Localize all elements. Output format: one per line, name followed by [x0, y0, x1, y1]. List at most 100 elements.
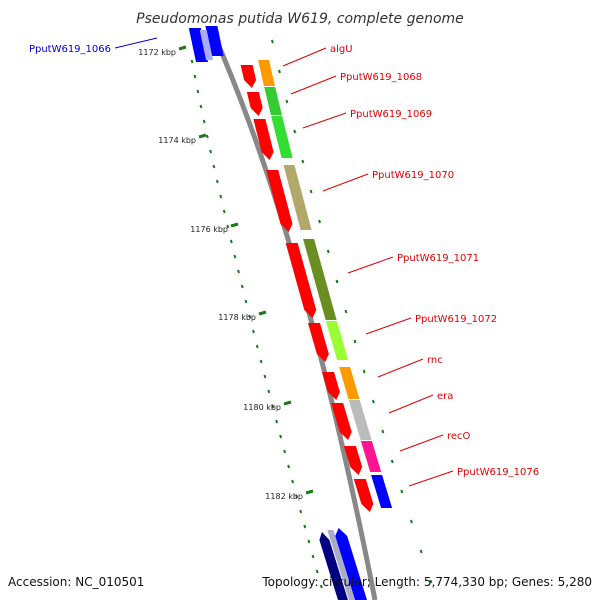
tick-dot	[279, 434, 283, 439]
cog-track-box	[303, 239, 337, 320]
tick-dot	[271, 404, 275, 409]
tick-label: 1178 kbp	[218, 313, 256, 322]
cds-forward-arrow	[253, 119, 274, 160]
cog-track-box	[264, 87, 282, 115]
major-tick-mark	[283, 400, 292, 406]
tick-dot	[293, 129, 297, 134]
cds-forward-arrow	[307, 323, 329, 362]
tick-dot	[285, 99, 289, 104]
cds-reverse-arrow	[335, 528, 367, 600]
tick-dot	[277, 69, 281, 74]
tick-dot	[267, 389, 271, 394]
tick-dot	[429, 579, 433, 584]
tick-label: 1176 kbp	[190, 225, 228, 234]
tick-dot	[307, 539, 311, 544]
tick-dot	[196, 89, 200, 94]
cds-forward-arrow	[322, 372, 340, 400]
tick-dot	[209, 149, 213, 154]
major-tick-mark	[178, 45, 187, 51]
gene-leader-line	[290, 75, 337, 95]
tick-dot	[335, 279, 339, 284]
cog-track-box	[283, 165, 312, 230]
gene-leader-line	[347, 256, 394, 274]
tick-dot	[291, 479, 295, 484]
cds-reverse-shadow	[199, 30, 214, 60]
gene-leader-line	[282, 47, 327, 67]
tick-dot	[287, 464, 291, 469]
gene-label: PputW619_1068	[340, 72, 422, 83]
tick-dot	[283, 449, 287, 454]
cds-forward-arrow	[246, 92, 263, 116]
tick-dot	[301, 159, 305, 164]
cds-reverse-arrow	[319, 532, 348, 600]
tick-dot	[199, 104, 203, 109]
tick-label: 1172 kbp	[138, 48, 176, 57]
gene-leader-line	[408, 470, 454, 487]
major-tick-mark	[305, 489, 314, 495]
tick-dot	[400, 489, 404, 494]
gene-label: PputW619_1066	[29, 44, 111, 55]
feature-layer	[188, 26, 393, 600]
tick-dot	[215, 179, 219, 184]
tick-dot	[193, 74, 197, 79]
tick-dot	[255, 344, 259, 349]
gene-leader-line	[365, 317, 412, 335]
tick-dot	[344, 309, 348, 314]
tick-dot	[409, 519, 413, 524]
gene-leader-line	[388, 394, 434, 414]
tick-dot	[275, 419, 279, 424]
tick-dot	[318, 219, 322, 224]
tick-dot	[190, 59, 194, 64]
cog-track-box	[360, 441, 382, 472]
cds-forward-arrow	[331, 403, 352, 440]
gene-leader-line	[399, 434, 444, 452]
tick-label: 1180 kbp	[243, 403, 281, 412]
gene-label: rnc	[427, 355, 443, 366]
tick-dot	[390, 459, 394, 464]
tick-dot	[248, 314, 252, 319]
genome-info-text: Topology: circular; Length: 5,774,330 bp…	[261, 575, 592, 589]
tick-dot	[311, 554, 315, 559]
tick-dot	[326, 249, 330, 254]
cog-track-box	[271, 116, 293, 158]
cds-reverse-shadow	[327, 530, 355, 600]
cds-reverse-box	[188, 28, 208, 62]
tick-dot	[226, 224, 230, 229]
tick-dot	[309, 189, 313, 194]
tick-dot	[295, 494, 299, 499]
tick-dot	[229, 239, 233, 244]
cog-track-box	[371, 475, 393, 508]
tick-dot	[202, 119, 206, 124]
tick-dot	[319, 584, 323, 589]
tick-label: 1182 kbp	[265, 492, 303, 501]
accession-text: Accession: NC_010501	[8, 575, 144, 589]
gene-label: PputW619_1072	[415, 314, 497, 325]
tick-dot	[362, 369, 366, 374]
tick-dot	[419, 549, 423, 554]
tick-dot	[263, 374, 267, 379]
gene-label: PputW619_1071	[397, 253, 479, 264]
cds-forward-arrow	[266, 170, 293, 232]
tick-dot	[252, 329, 255, 334]
major-tick-mark	[230, 222, 239, 228]
tick-dot	[299, 509, 303, 514]
cds-forward-arrow	[353, 479, 374, 512]
gene-leader-line	[322, 173, 369, 192]
gene-label: era	[437, 391, 453, 402]
tick-dot	[371, 399, 375, 404]
cds-forward-arrow	[343, 446, 363, 475]
gene-label: algU	[330, 44, 353, 55]
tick-dot	[219, 194, 223, 199]
tick-layer: 1172 kbp 1174 kbp 1176 kbp 1178 kbp 1180 kbp…	[138, 39, 433, 589]
gene-leader-line	[302, 112, 347, 129]
tick-dot	[381, 429, 385, 434]
cds-forward-arrow	[240, 65, 257, 88]
major-tick-mark	[258, 310, 267, 316]
cog-track-box	[339, 367, 360, 399]
tick-dot	[222, 209, 226, 214]
gene-label: PputW619_1070	[372, 170, 454, 181]
tick-dot	[259, 359, 263, 364]
tick-dot	[315, 569, 319, 574]
major-tick-mark	[198, 133, 207, 139]
